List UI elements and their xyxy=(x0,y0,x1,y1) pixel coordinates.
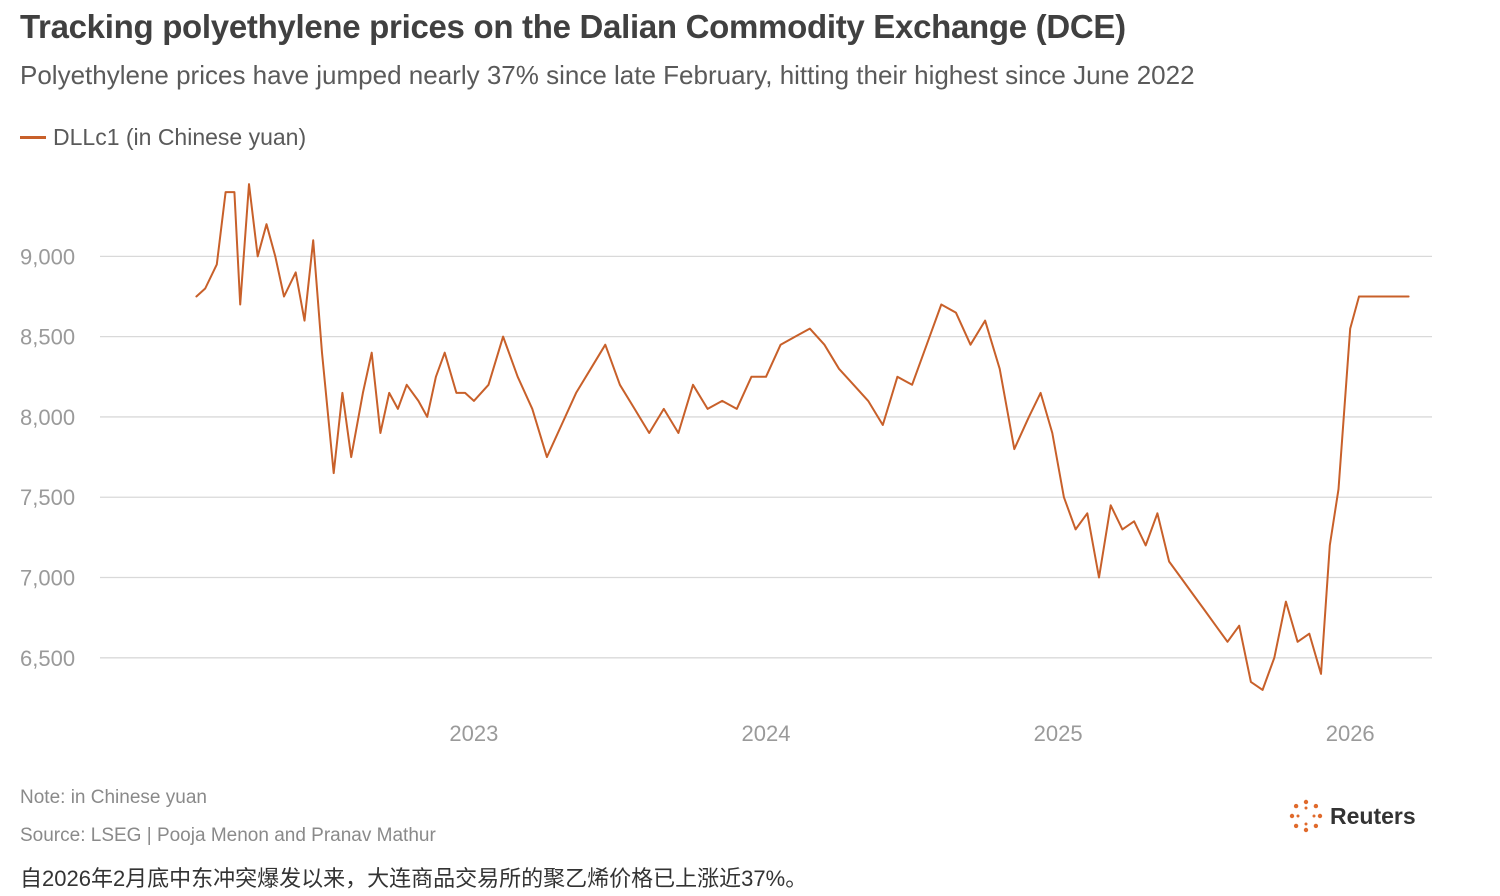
brand-label: Reuters xyxy=(1330,802,1416,829)
y-tick-label: 6,500 xyxy=(20,646,75,671)
line-chart: 6,500 7,000 7,500 8,000 8,500 9,000 2023 2024 20… xyxy=(20,183,1432,746)
y-tick-label: 9,000 xyxy=(20,244,75,269)
y-tick-label: 7,500 xyxy=(20,485,75,510)
legend: DLLc1 (in Chinese yuan) xyxy=(20,124,306,151)
y-tick-label: 8,500 xyxy=(20,325,75,350)
series-line xyxy=(195,183,1410,691)
chart-title: Tracking polyethylene prices on the Dali… xyxy=(20,8,1126,45)
reuters-logo-icon xyxy=(1289,799,1323,833)
caption-text: 自2026年2月底中东冲突爆发以来，大连商品交易所的聚乙烯价格已上涨近37%。 xyxy=(20,866,808,891)
reuters-logo: Reuters xyxy=(1288,798,1416,834)
x-tick-label: 2023 xyxy=(449,721,498,746)
x-tick-label: 2026 xyxy=(1326,721,1375,746)
y-tick-label: 8,000 xyxy=(20,405,75,430)
legend-label: DLLc1 (in Chinese yuan) xyxy=(53,124,307,150)
chart-subtitle: Polyethylene prices have jumped nearly 3… xyxy=(20,60,1195,90)
source-text: Source: LSEG | Pooja Menon and Pranav Ma… xyxy=(20,825,436,846)
legend-swatch xyxy=(20,136,46,139)
x-tick-label: 2024 xyxy=(742,721,791,746)
note-text: Note: in Chinese yuan xyxy=(20,787,207,808)
y-tick-label: 7,000 xyxy=(20,566,75,591)
x-tick-label: 2025 xyxy=(1034,721,1083,746)
